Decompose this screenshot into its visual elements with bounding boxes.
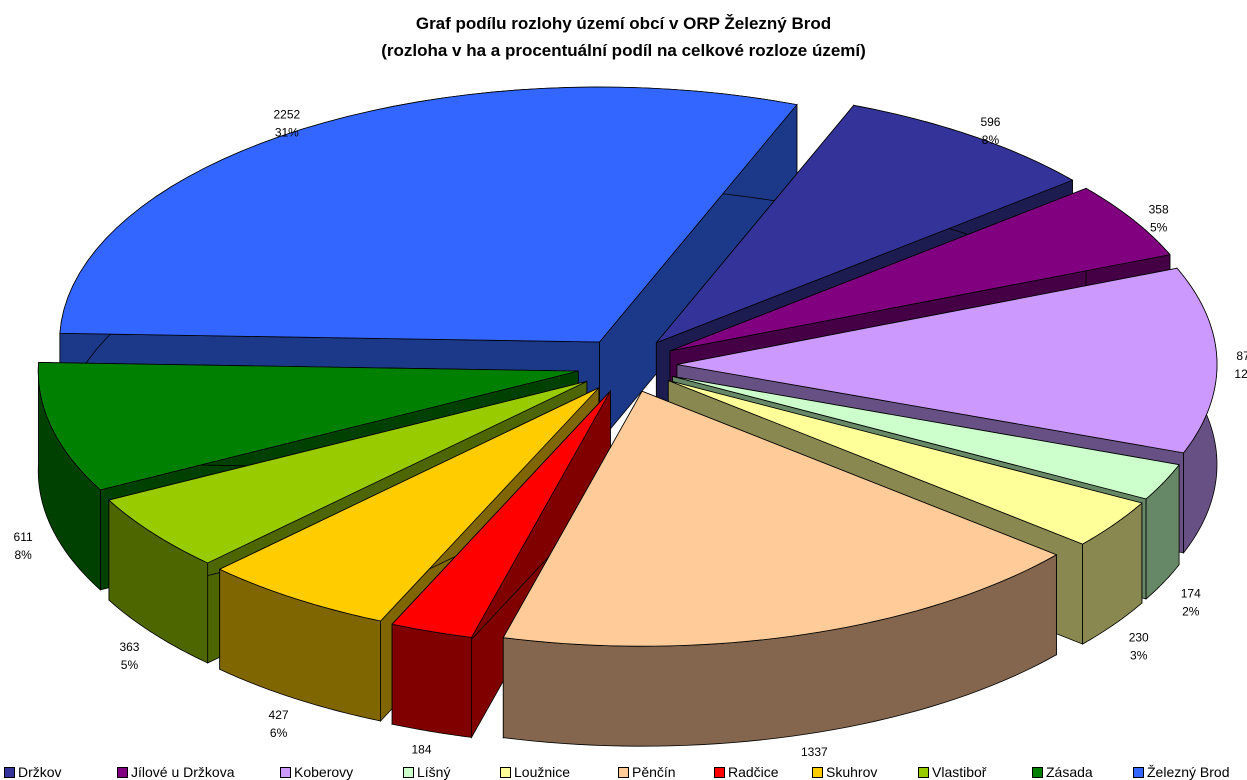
data-label-percent: 3%: [1130, 648, 1148, 662]
legend-label: Vlastiboř: [932, 764, 987, 780]
legend: Držkov Jílové u Držkova Koberovy Líšný Loužn…: [0, 764, 1247, 780]
pie-chart: 2252 31% 596 8% 358 5% 873 12% 611 8% 174 2% 230 3% 36…: [14, 86, 1247, 759]
legend-label: Držkov: [18, 764, 62, 780]
legend-swatch: [1032, 766, 1043, 778]
data-label-value: 363: [119, 640, 139, 654]
chart-title: Graf podílu rozlohy území obcí v ORP Žel…: [415, 14, 832, 33]
legend-item: Loužnice: [500, 764, 570, 780]
legend-label: Koberovy: [294, 764, 354, 780]
legend-item: Líšný: [403, 764, 450, 780]
legend-swatch: [280, 766, 291, 778]
slice-top: [37, 362, 579, 491]
data-label-value: 184: [412, 742, 432, 756]
legend-swatch: [403, 766, 414, 778]
slice-top: [391, 390, 611, 638]
data-label-percent: 2%: [1182, 604, 1200, 618]
legend-swatch: [1133, 766, 1144, 778]
legend-swatch: [117, 766, 128, 778]
data-label-percent: 8%: [14, 548, 32, 562]
data-label-value: 358: [1149, 203, 1169, 217]
data-label-percent: 31%: [275, 125, 299, 139]
legend-item: Zásada: [1032, 764, 1093, 780]
slice-top: [59, 86, 798, 343]
data-label-value: 427: [269, 708, 289, 722]
data-label-value: 174: [1181, 586, 1201, 600]
data-label-value: 1337: [801, 745, 828, 759]
data-label-percent: 5%: [121, 658, 139, 672]
legend-item: Vlastiboř: [918, 764, 986, 780]
legend-item: Skuhrov: [812, 764, 877, 780]
legend-swatch: [4, 766, 15, 778]
data-label-percent: 12%: [1234, 367, 1247, 381]
slice-top: [502, 390, 1058, 647]
data-label-percent: 5%: [1150, 221, 1168, 235]
data-label-value: 596: [980, 115, 1000, 129]
pie-labels: 2252 31% 596 8% 358 5% 873 12% 611 8% 174 2% 230 3% 36…: [14, 107, 1247, 759]
data-label-percent: 6%: [270, 726, 288, 740]
slice-top: [669, 187, 1171, 352]
data-label-value: 2252: [273, 107, 300, 121]
legend-label: Radčice: [728, 764, 779, 780]
legend-item: Pěnčín: [618, 764, 676, 780]
legend-label: Pěnčín: [632, 764, 676, 780]
legend-item: Držkov: [4, 764, 62, 780]
slice-top: [676, 267, 1218, 454]
legend-label: Jílové u Držkova: [131, 764, 235, 780]
legend-item: Radčice: [714, 764, 779, 780]
slice-top: [672, 376, 1180, 500]
slice-top: [656, 104, 1074, 344]
legend-label: Loužnice: [514, 764, 571, 780]
legend-swatch: [500, 766, 511, 778]
data-label-percent: 8%: [982, 133, 1000, 147]
data-label-value: 230: [1129, 630, 1149, 644]
legend-swatch: [918, 766, 929, 778]
legend-label: Líšný: [417, 764, 451, 780]
legend-label: Železný Brod: [1147, 764, 1230, 780]
slice-top: [108, 380, 588, 564]
legend-swatch: [618, 766, 629, 778]
data-label-value: 873: [1236, 349, 1247, 363]
legend-label: Zásada: [1046, 764, 1093, 780]
chart-subtitle: (rozloha v ha a procentuální podíl na ce…: [381, 41, 866, 60]
legend-swatch: [714, 766, 725, 778]
slice-top: [668, 380, 1143, 545]
legend-item: Jílové u Držkova: [117, 764, 234, 780]
legend-swatch: [812, 766, 823, 778]
legend-item: Železný Brod: [1133, 764, 1229, 780]
legend-item: Koberovy: [280, 764, 353, 780]
data-label-value: 611: [14, 530, 33, 544]
slice-outer-wall: [391, 623, 472, 738]
legend-label: Skuhrov: [826, 764, 878, 780]
pie-sides: [37, 86, 1218, 747]
slice-Pěnčín: [502, 389, 1058, 747]
slice-top: [218, 387, 600, 622]
